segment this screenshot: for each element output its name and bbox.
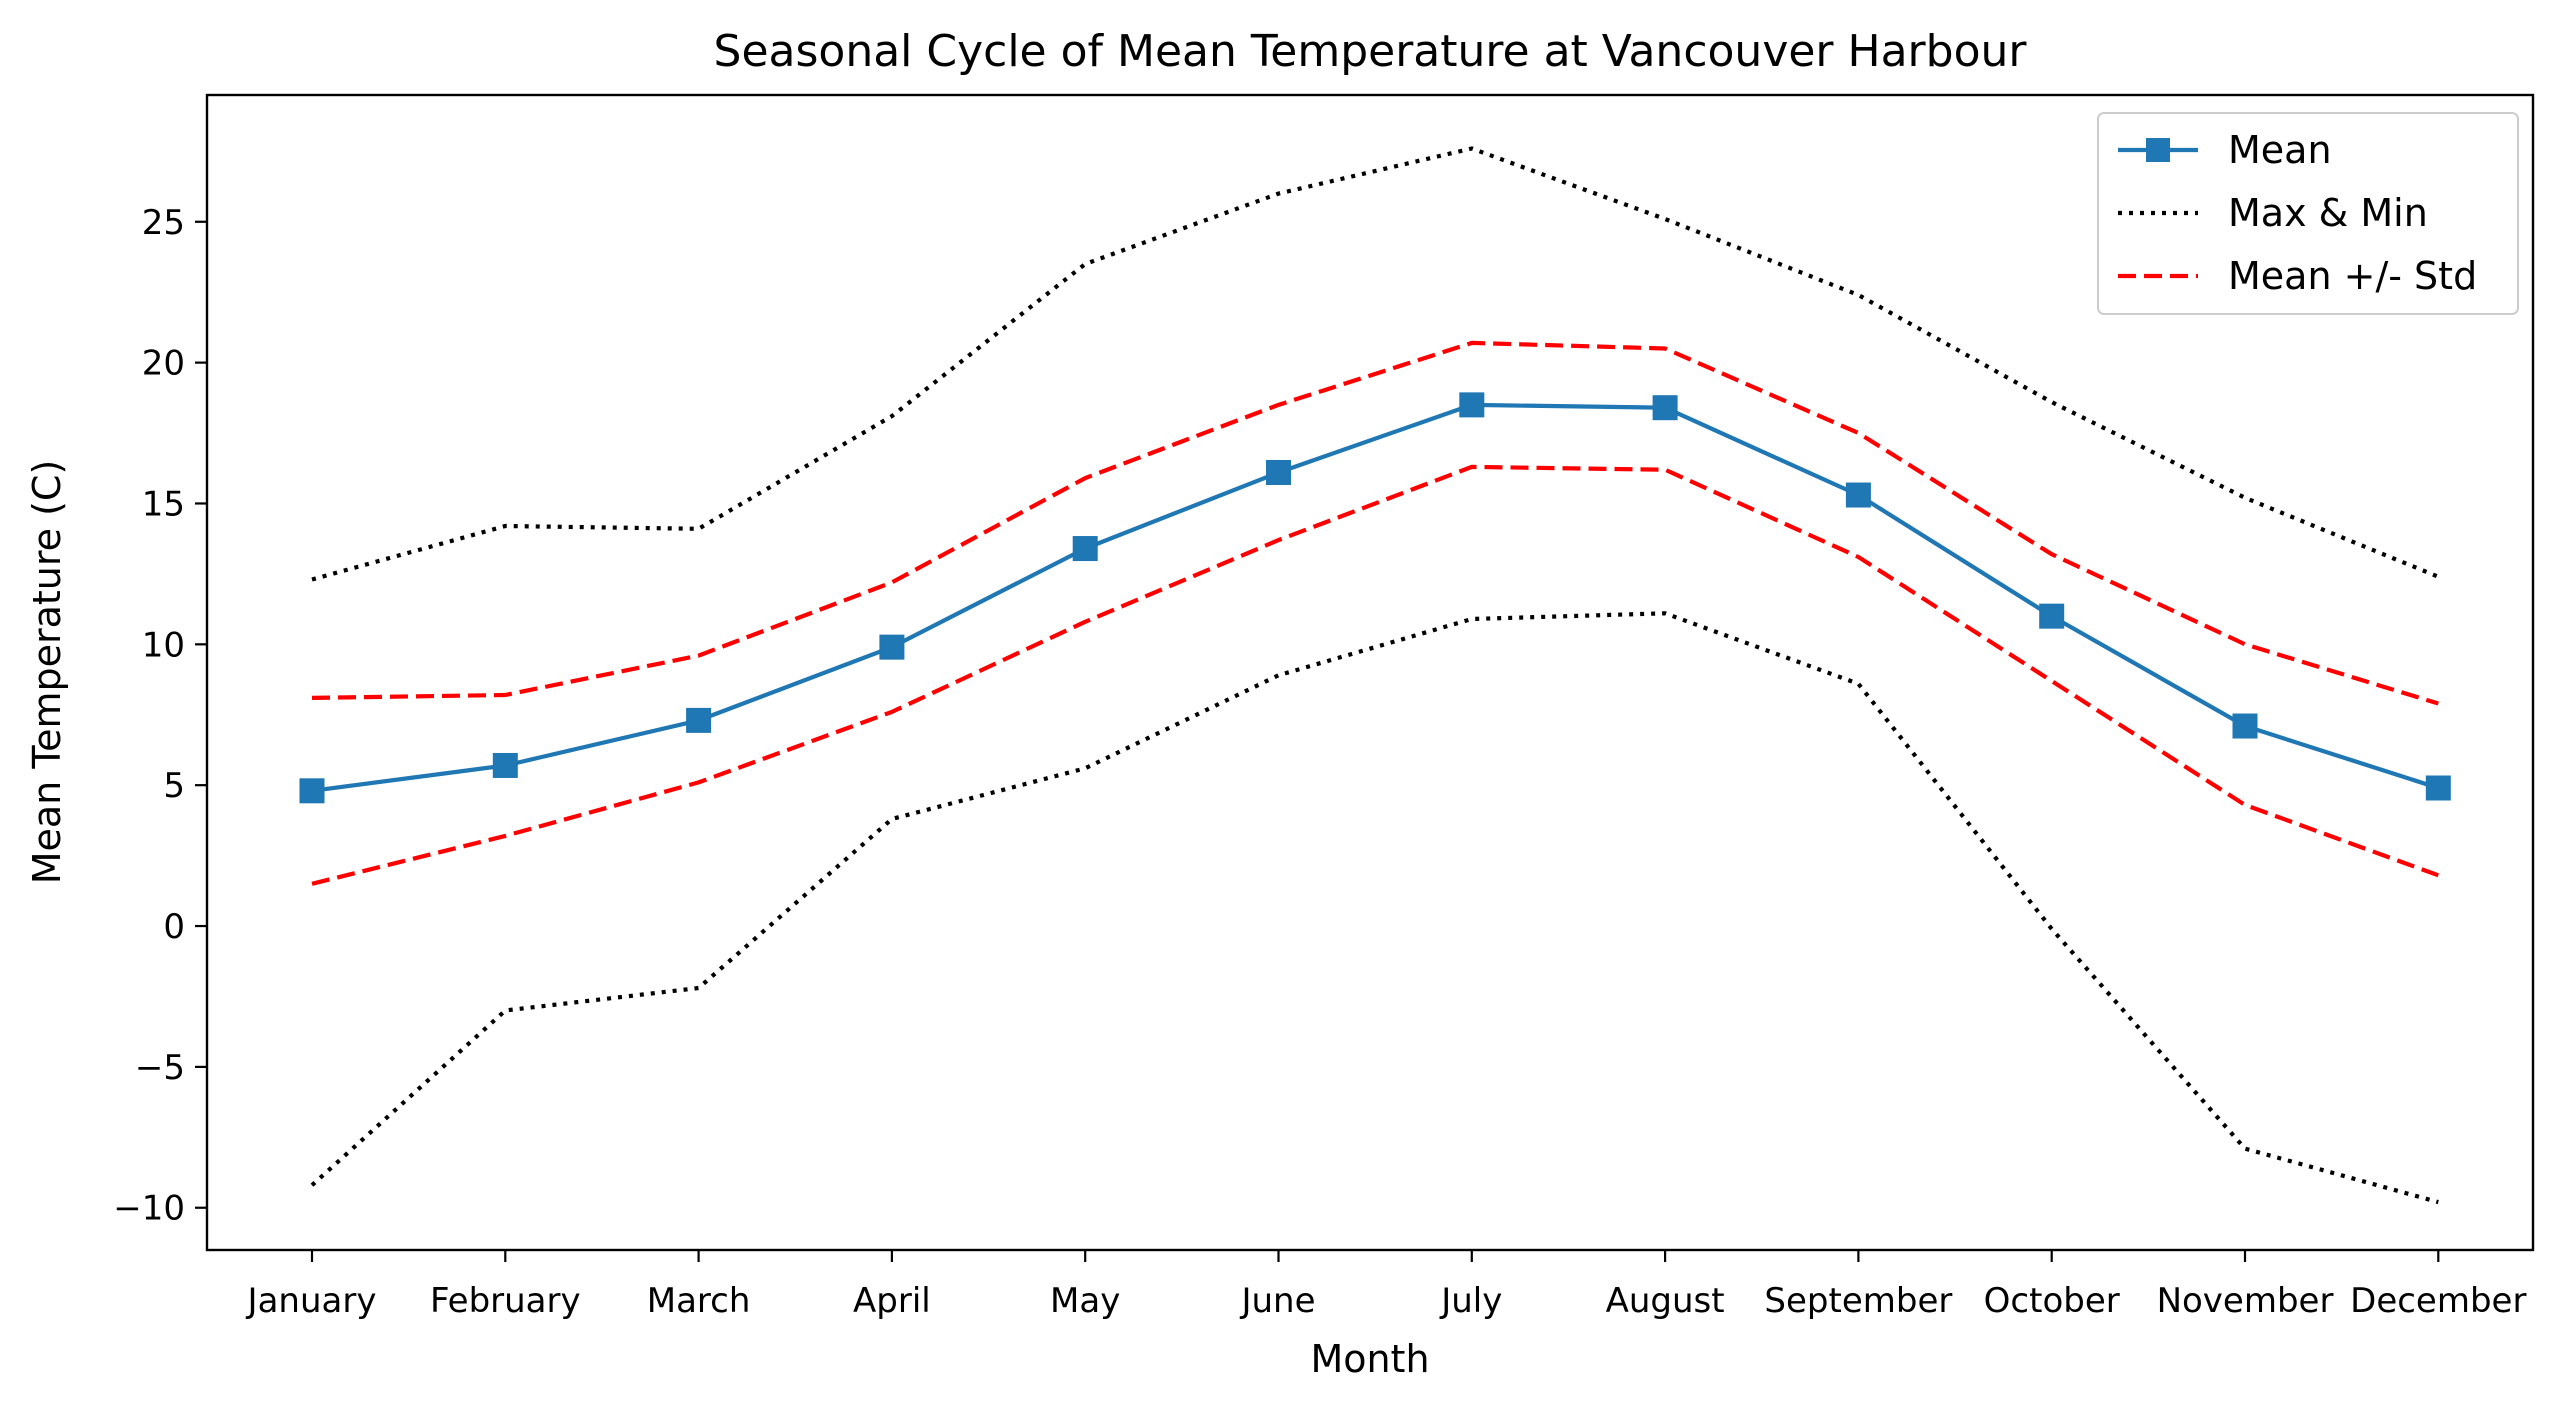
x-tick-label: June	[1239, 1281, 1315, 1321]
x-tick-label: September	[1764, 1281, 1952, 1321]
x-tick-label: April	[853, 1281, 931, 1321]
data-point	[2232, 713, 2258, 739]
data-point	[1845, 482, 1871, 508]
legend-marker	[2146, 138, 2170, 162]
x-tick-label: July	[1439, 1281, 1502, 1321]
y-tick-label: 20	[142, 344, 185, 384]
x-tick-label: May	[1050, 1281, 1120, 1321]
y-axis: −10 −5 0 5 10 15 20 25	[113, 203, 207, 1229]
x-tick-label: March	[647, 1281, 751, 1321]
data-point	[1459, 392, 1485, 418]
series-line-4	[311, 464, 2440, 886]
series-line-0	[311, 402, 2439, 793]
y-tick-label: −10	[113, 1189, 185, 1229]
x-axis-title: Month	[1310, 1337, 1429, 1381]
data-point	[492, 752, 518, 778]
y-tick-label: 10	[142, 625, 185, 665]
legend-label: Max & Min	[2228, 191, 2428, 235]
legend-label: Mean +/- Std	[2228, 254, 2477, 298]
legend-label: Mean	[2228, 128, 2332, 172]
x-axis: January February March April May June July Augu…	[246, 1250, 2526, 1321]
legend: Mean Max & Min Mean +/- Std	[2097, 112, 2519, 315]
data-point	[1072, 536, 1098, 562]
x-tick-label: February	[430, 1281, 581, 1321]
data-point	[1652, 395, 1678, 421]
x-tick-label: November	[2157, 1281, 2334, 1321]
x-tick-label: August	[1606, 1281, 1725, 1321]
data-point	[686, 707, 712, 733]
data-point	[2039, 603, 2065, 629]
y-tick-label: 5	[163, 766, 185, 806]
x-tick-label: December	[2350, 1281, 2526, 1321]
plot-content	[299, 146, 2451, 1205]
data-point	[299, 778, 325, 804]
x-tick-label: January	[246, 1281, 377, 1321]
data-point	[1266, 459, 1291, 485]
series-line-3	[311, 340, 2439, 706]
series-line-1	[311, 146, 2440, 582]
data-point	[2425, 775, 2451, 801]
series-line-2	[310, 611, 2439, 1205]
chart-title: Seasonal Cycle of Mean Temperature at Va…	[714, 26, 2028, 77]
y-axis-title: Mean Temperature (C)	[25, 460, 69, 885]
x-tick-label: October	[1984, 1281, 2120, 1321]
plot-frame	[205, 93, 2535, 1252]
legend-box	[2097, 112, 2519, 315]
y-tick-label: 15	[142, 484, 185, 524]
data-point	[879, 634, 905, 660]
y-tick-label: 0	[163, 907, 185, 947]
y-tick-label: −5	[135, 1048, 185, 1088]
y-tick-label: 25	[142, 203, 185, 243]
